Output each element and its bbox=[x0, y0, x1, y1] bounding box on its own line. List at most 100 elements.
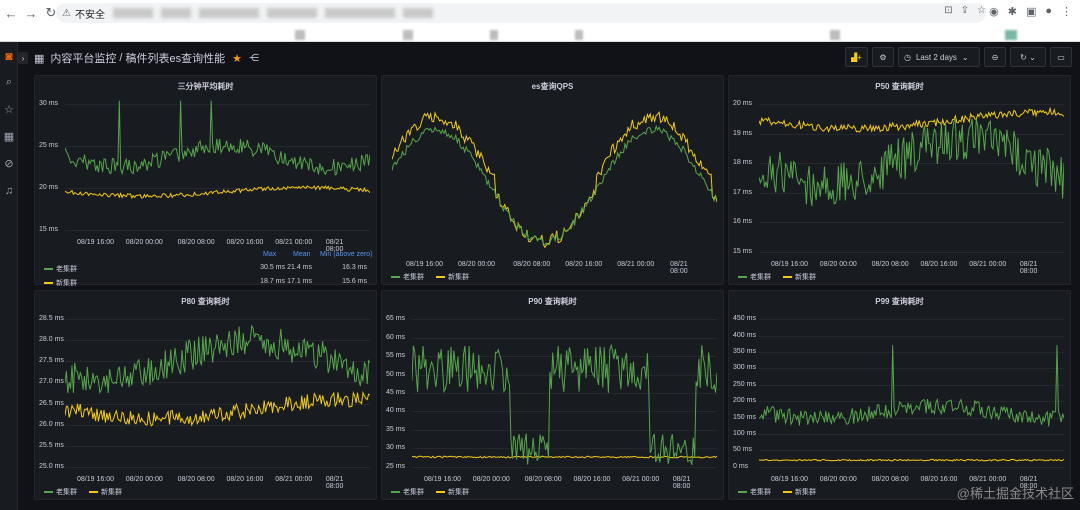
panel-title[interactable]: P50 查询耗时 bbox=[875, 82, 924, 91]
settings-button[interactable]: ⚙ bbox=[872, 47, 894, 67]
dashboard-title[interactable]: 稿件列表es查询性能 bbox=[125, 53, 226, 65]
x-tick-label: 08/19 16:00 bbox=[77, 476, 114, 483]
menu-icon[interactable]: ⋮ bbox=[1061, 6, 1072, 18]
legend-color-swatch bbox=[89, 491, 98, 494]
refresh-button[interactable]: ↻ ⌄ bbox=[1010, 47, 1046, 67]
panel-title[interactable]: es查询QPS bbox=[531, 82, 574, 91]
breadcrumb-folder[interactable]: 内容平台监控 bbox=[50, 53, 117, 65]
panel-title[interactable]: P90 查询耗时 bbox=[528, 297, 577, 306]
sidepanel-icon[interactable]: ▣ bbox=[1025, 6, 1037, 18]
dashboards-icon[interactable]: ▦ bbox=[3, 131, 15, 143]
legend-value: 17.1 ms bbox=[287, 278, 312, 285]
y-tick-label: 20 ms bbox=[733, 100, 753, 108]
explore-icon[interactable]: ⊘ bbox=[4, 158, 14, 170]
x-tick-label: 08/20 16:00 bbox=[226, 476, 264, 483]
x-tick-label: 08/20 00:00 bbox=[819, 261, 857, 268]
back-icon[interactable]: ← bbox=[4, 5, 18, 21]
legend-item[interactable]: 老集群 bbox=[738, 272, 771, 282]
forward-icon[interactable]: → bbox=[24, 5, 38, 21]
legend-item[interactable]: 老集群 bbox=[391, 272, 424, 282]
translate-icon[interactable]: ⊡ bbox=[944, 5, 953, 16]
x-tick-label: 08/20 16:00 bbox=[565, 261, 603, 268]
x-tick-label: 08/21 08:00 bbox=[1019, 476, 1038, 490]
y-tick-label: 26.0 ms bbox=[39, 420, 64, 428]
timeseries-plot[interactable] bbox=[759, 98, 1064, 258]
legend-item[interactable]: 新集群 bbox=[436, 272, 469, 282]
alerting-icon[interactable]: ♫ bbox=[4, 184, 14, 197]
panel-5[interactable]: P90 查询耗时 65 ms 60 ms 55 ms 50 ms 45 ms 40 ms 35… bbox=[381, 290, 724, 500]
favorite-star-icon[interactable]: ★ bbox=[232, 52, 242, 65]
starred-icon[interactable]: ☆ bbox=[4, 104, 14, 116]
panel-4[interactable]: P80 查询耗时 28.5 ms 28.0 ms 27.5 ms 27.0 ms 26.5… bbox=[34, 290, 377, 500]
x-tick-label: 08/19 16:00 bbox=[77, 239, 114, 246]
x-tick-label: 08/20 08:00 bbox=[524, 476, 562, 483]
legend-series-name[interactable]: 老集群 bbox=[44, 264, 77, 274]
x-tick-label: 08/21 00:00 bbox=[275, 476, 313, 483]
y-tick-label: 17 ms bbox=[733, 188, 753, 196]
panel-2[interactable]: es查询QPS 08/19 16:00 08/20 00:00 08/20 08:00… bbox=[381, 75, 724, 285]
reload-icon[interactable]: ↻ bbox=[45, 5, 57, 20]
series-line-old-cluster bbox=[759, 344, 1064, 427]
grid-line bbox=[65, 230, 370, 232]
panel-1[interactable]: 三分钟平均耗时 30 ms 25 ms 20 ms 15 ms 08/19 16:00 08… bbox=[34, 75, 377, 288]
panel-6[interactable]: P99 查询耗时 450 ms 400 ms 350 ms 300 ms 250 ms 20… bbox=[728, 290, 1071, 500]
add-panel-button[interactable]: ▟+ bbox=[845, 47, 868, 67]
legend-item[interactable]: 新集群 bbox=[436, 487, 469, 497]
zoom-out-button[interactable]: ⊖ bbox=[984, 47, 1006, 67]
timeseries-plot[interactable] bbox=[759, 313, 1064, 473]
x-tick-label: 08/20 08:00 bbox=[177, 476, 215, 483]
grid-line bbox=[65, 188, 370, 190]
extension-icon[interactable]: ◉ bbox=[989, 6, 999, 18]
legend-item[interactable]: 老集群 bbox=[391, 487, 424, 497]
legend-item[interactable]: 老集群 bbox=[738, 487, 771, 497]
share-icon[interactable]: ⇪ bbox=[960, 5, 970, 16]
series-line-new-cluster bbox=[759, 106, 1064, 134]
y-tick-label: 15 ms bbox=[733, 247, 753, 255]
share-dashboard-icon[interactable]: ⋲ bbox=[248, 52, 259, 64]
timeseries-plot[interactable] bbox=[412, 313, 717, 473]
bookmark-star-icon[interactable]: ☆ bbox=[977, 5, 986, 16]
legend-item[interactable]: 老集群 bbox=[44, 487, 77, 497]
y-tick-label: 26.5 ms bbox=[39, 399, 64, 407]
y-tick-label: 27.0 ms bbox=[39, 378, 64, 386]
grid-line bbox=[759, 384, 1064, 386]
grid-line bbox=[759, 251, 1064, 253]
grafana-logo-icon[interactable]: ◙ bbox=[5, 48, 13, 63]
legend-series-name[interactable]: 新集群 bbox=[44, 278, 77, 288]
grid-line bbox=[759, 352, 1064, 354]
y-tick-label: 16 ms bbox=[733, 218, 753, 226]
grid-line bbox=[759, 222, 1064, 224]
y-tick-label: 65 ms bbox=[386, 315, 406, 323]
x-tick-label: 08/21 08:00 bbox=[325, 476, 344, 490]
time-range-picker[interactable]: ◷ Last 2 days ⌄ bbox=[898, 47, 980, 67]
y-tick-label: 15 ms bbox=[39, 226, 59, 234]
tv-mode-button[interactable]: ▭ bbox=[1050, 47, 1072, 67]
legend-column-header[interactable]: Mean bbox=[293, 251, 311, 258]
x-tick-label: 08/19 16:00 bbox=[771, 476, 808, 483]
y-tick-label: 40 ms bbox=[386, 407, 406, 415]
legend-item[interactable]: 新集群 bbox=[89, 487, 122, 497]
y-tick-label: 450 ms bbox=[733, 315, 756, 323]
x-tick-label: 08/21 00:00 bbox=[622, 476, 660, 483]
y-tick-label: 25.5 ms bbox=[39, 441, 64, 449]
legend-item[interactable]: 新集群 bbox=[783, 487, 816, 497]
sidebar-expand-icon[interactable]: › bbox=[18, 52, 28, 64]
url-blur bbox=[324, 8, 395, 18]
timeseries-plot[interactable] bbox=[65, 98, 370, 236]
panel-title[interactable]: P99 查询耗时 bbox=[875, 297, 924, 306]
profile-icon[interactable]: ● bbox=[1045, 5, 1052, 17]
timeseries-plot[interactable] bbox=[392, 98, 717, 258]
legend-column-header[interactable]: Max bbox=[263, 251, 277, 258]
legend-column-header[interactable]: Min (above zero) bbox=[320, 251, 373, 258]
timeseries-plot[interactable] bbox=[65, 313, 370, 473]
y-tick-label: 20 ms bbox=[39, 184, 59, 192]
search-icon[interactable]: ⌕ bbox=[5, 76, 13, 88]
panel-title[interactable]: 三分钟平均耗时 bbox=[177, 82, 234, 91]
url-input[interactable]: ⚠ 不安全 ⊡ ⇪ ☆ bbox=[56, 3, 986, 23]
panel-title[interactable]: P80 查询耗时 bbox=[181, 297, 230, 306]
y-tick-label: 18 ms bbox=[733, 159, 753, 167]
panel-3[interactable]: P50 查询耗时 20 ms 19 ms 18 ms 17 ms 16 ms 15 ms 08… bbox=[728, 75, 1071, 285]
puzzle-icon[interactable]: ✱ bbox=[1007, 6, 1017, 18]
legend-item[interactable]: 新集群 bbox=[783, 272, 816, 282]
legend-color-swatch bbox=[391, 276, 400, 279]
